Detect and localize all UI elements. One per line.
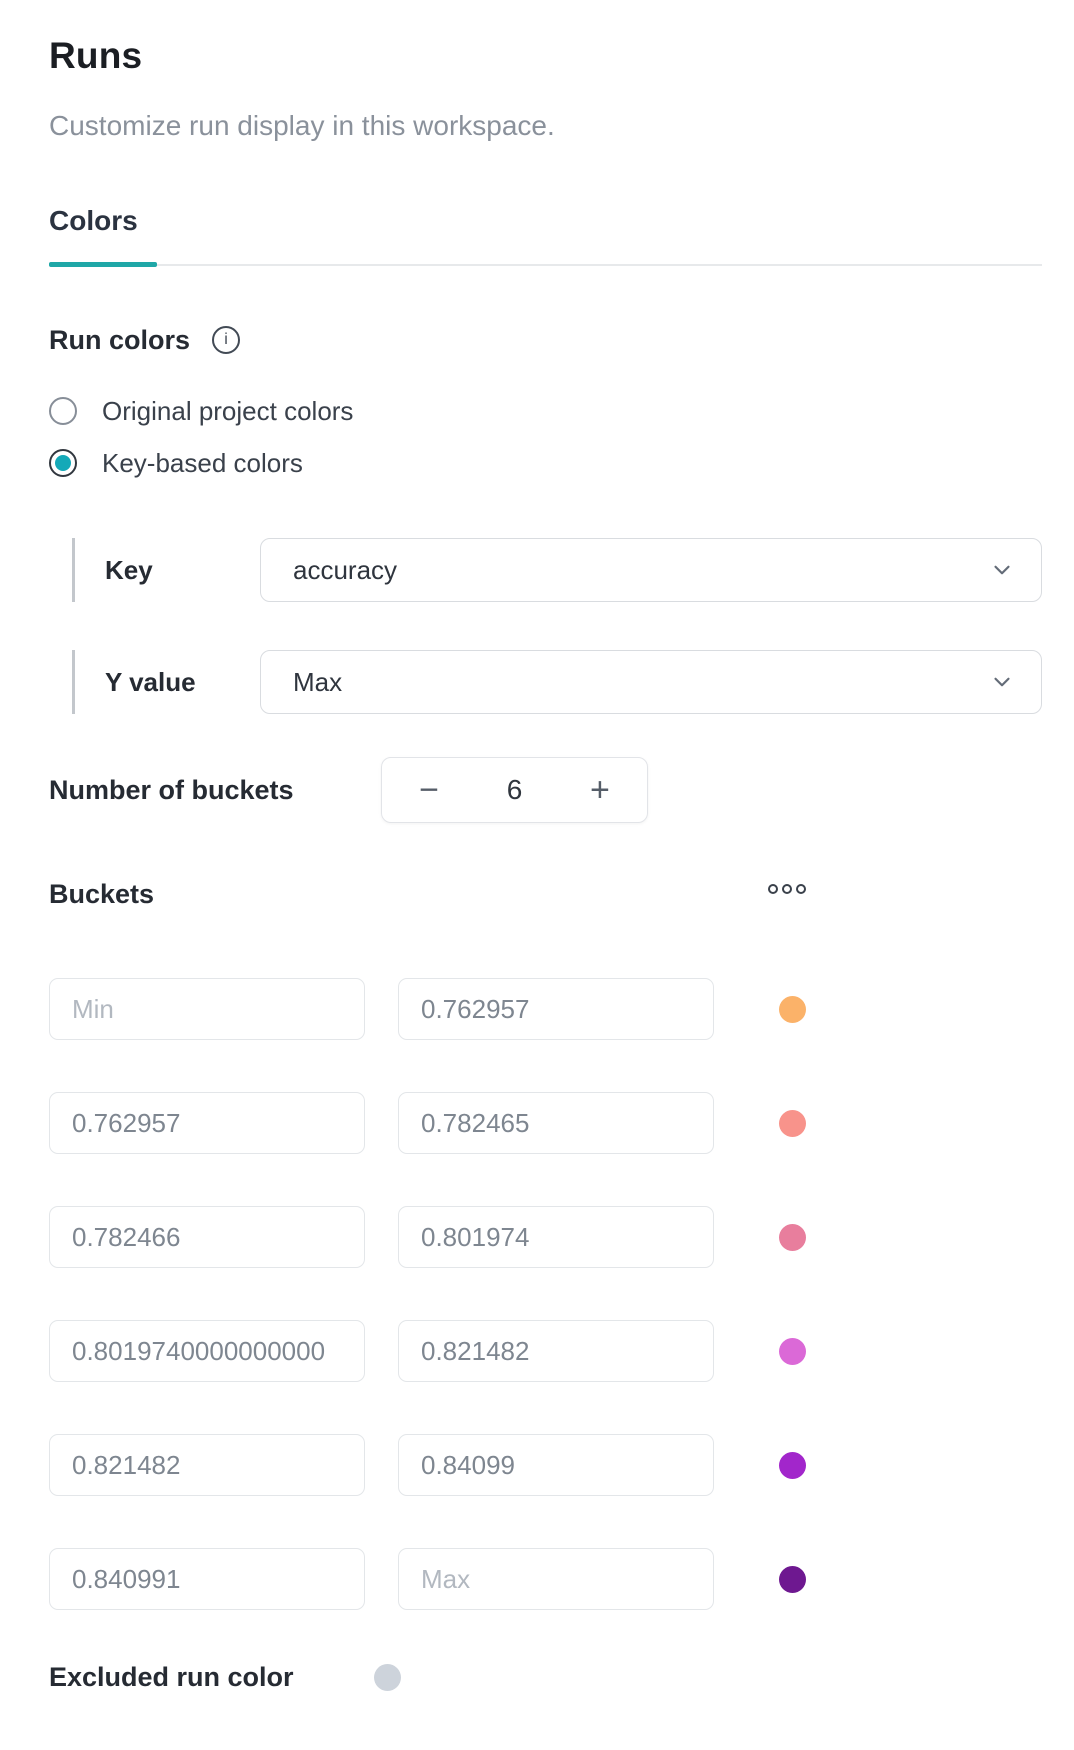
tab-bar: Colors bbox=[49, 204, 1042, 267]
bucket-row bbox=[49, 1548, 1042, 1610]
excluded-run-color-row: Excluded run color bbox=[49, 1662, 1042, 1692]
bucket-color-dot[interactable] bbox=[779, 1109, 806, 1137]
indent-bar bbox=[72, 538, 75, 602]
minus-button[interactable]: − bbox=[419, 771, 439, 809]
bucket-row bbox=[49, 1320, 1042, 1382]
radio-label: Original project colors bbox=[102, 395, 354, 426]
indent-bar bbox=[72, 650, 75, 714]
buckets-list bbox=[49, 978, 1042, 1610]
buckets-count-stepper: − 6 + bbox=[381, 757, 648, 823]
bucket-max-input[interactable] bbox=[398, 1434, 714, 1496]
radio-label: Key-based colors bbox=[102, 447, 303, 478]
y-value-field-row: Y value Max bbox=[72, 650, 1042, 714]
run-colors-radio-group: Original project colors Key-based colors bbox=[49, 396, 1042, 478]
bucket-color-dot[interactable] bbox=[779, 1223, 806, 1251]
bucket-color-dot[interactable] bbox=[779, 1565, 806, 1593]
bucket-color-dot[interactable] bbox=[779, 995, 806, 1023]
bucket-max-input[interactable] bbox=[398, 978, 714, 1040]
y-value-field-label: Y value bbox=[105, 666, 196, 697]
run-colors-header: Run colors i bbox=[49, 324, 1042, 356]
bucket-max-input[interactable] bbox=[398, 1548, 714, 1610]
bucket-max-input[interactable] bbox=[398, 1320, 714, 1382]
chevron-down-icon bbox=[994, 677, 1010, 687]
radio-key-based-colors[interactable]: Key-based colors bbox=[49, 448, 1042, 478]
key-select-value: accuracy bbox=[293, 554, 398, 585]
radio-selected-icon bbox=[49, 449, 77, 477]
bucket-min-input[interactable] bbox=[49, 1206, 365, 1268]
y-value-select[interactable]: Max bbox=[260, 650, 1042, 714]
bucket-max-input[interactable] bbox=[398, 1092, 714, 1154]
y-value-select-value: Max bbox=[293, 666, 343, 697]
plus-button[interactable]: + bbox=[590, 771, 610, 809]
radio-unselected-icon bbox=[49, 397, 77, 425]
bucket-min-input[interactable] bbox=[49, 1320, 365, 1382]
bucket-color-dot[interactable] bbox=[779, 1337, 806, 1365]
bucket-min-input[interactable] bbox=[49, 1434, 365, 1496]
radio-dot bbox=[55, 455, 71, 471]
key-field-row: Key accuracy bbox=[72, 538, 1042, 602]
bucket-row bbox=[49, 1092, 1042, 1154]
runs-settings-panel: Runs Customize run display in this works… bbox=[49, 35, 1042, 1692]
page-title: Runs bbox=[49, 35, 143, 76]
bucket-min-input[interactable] bbox=[49, 1092, 365, 1154]
excluded-color-dot[interactable] bbox=[373, 1663, 401, 1691]
key-select[interactable]: accuracy bbox=[260, 538, 1042, 602]
number-of-buckets-label: Number of buckets bbox=[49, 775, 294, 805]
tab-colors-active-underline bbox=[49, 262, 157, 267]
run-colors-label: Run colors bbox=[49, 325, 191, 355]
radio-original-project-colors[interactable]: Original project colors bbox=[49, 396, 1042, 426]
buckets-label: Buckets bbox=[49, 879, 155, 909]
bucket-min-input[interactable] bbox=[49, 978, 365, 1040]
bucket-color-dot[interactable] bbox=[779, 1451, 806, 1479]
bucket-min-input[interactable] bbox=[49, 1548, 365, 1610]
chevron-down-icon bbox=[994, 565, 1010, 575]
info-icon[interactable]: i bbox=[212, 326, 241, 354]
tab-colors[interactable]: Colors bbox=[49, 205, 138, 236]
buckets-header: Buckets bbox=[49, 876, 1042, 912]
page-subtitle: Customize run display in this workspace. bbox=[49, 110, 555, 141]
bucket-max-input[interactable] bbox=[398, 1206, 714, 1268]
excluded-run-color-label: Excluded run color bbox=[49, 1662, 294, 1692]
number-of-buckets-row: Number of buckets − 6 + bbox=[49, 757, 1042, 823]
key-field-label: Key bbox=[105, 554, 153, 585]
bucket-row bbox=[49, 1206, 1042, 1268]
bucket-row bbox=[49, 978, 1042, 1040]
bucket-row bbox=[49, 1434, 1042, 1496]
overflow-menu-icon[interactable] bbox=[768, 876, 806, 902]
buckets-count-value: 6 bbox=[506, 774, 523, 805]
